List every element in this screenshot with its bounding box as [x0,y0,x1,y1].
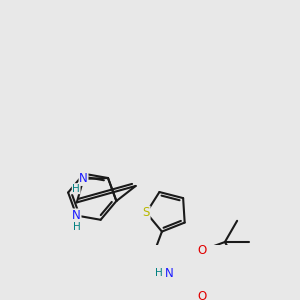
Text: N: N [72,209,81,222]
Text: N: N [165,267,173,280]
Text: S: S [142,206,150,219]
Text: H: H [155,268,163,278]
Text: H: H [72,184,80,194]
Text: O: O [197,290,206,300]
Text: N: N [79,172,88,185]
Text: H: H [73,222,80,232]
Text: O: O [197,244,206,257]
